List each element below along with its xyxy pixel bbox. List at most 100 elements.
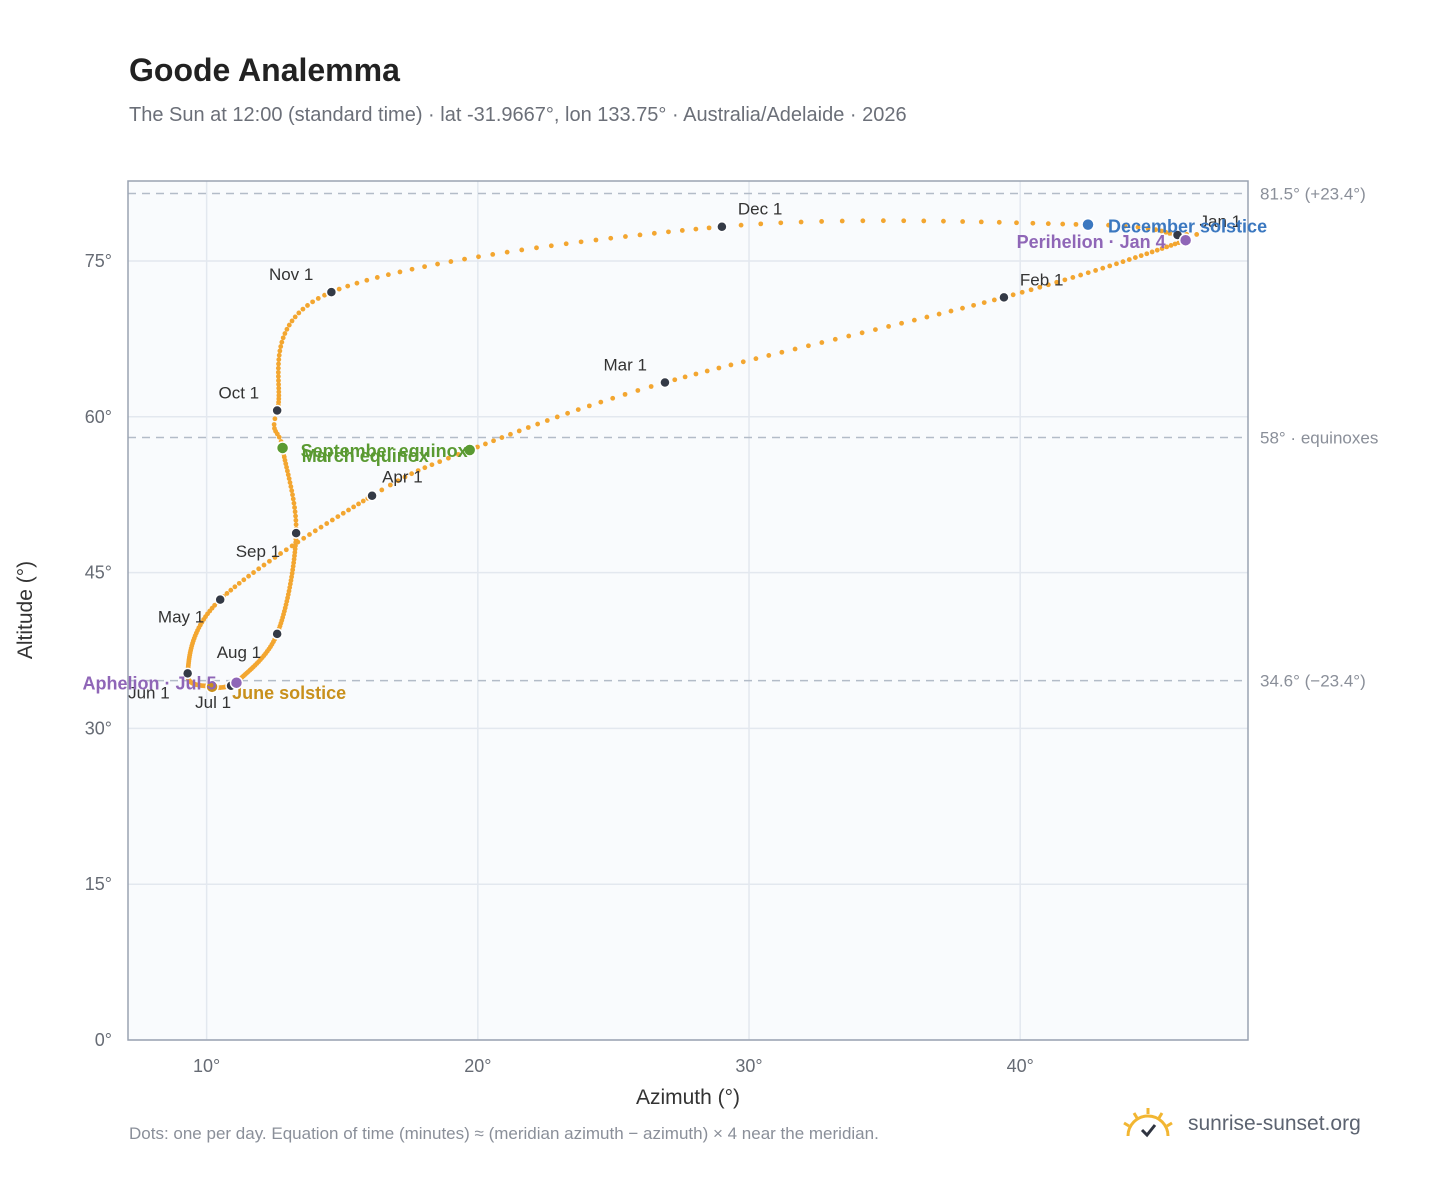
day-dot	[395, 478, 401, 484]
day-dot	[290, 492, 295, 498]
day-dot	[312, 528, 318, 534]
day-dot	[1045, 282, 1051, 288]
day-dot	[899, 320, 904, 326]
day-dot	[1135, 224, 1141, 230]
day-dot	[289, 318, 295, 324]
y-tick-label: 45°	[85, 563, 112, 583]
y-tick-label: 15°	[85, 874, 112, 894]
day-dot	[996, 219, 1002, 225]
plot-frame	[127, 180, 1249, 1041]
day-dot	[351, 504, 357, 510]
day-dot	[1073, 221, 1079, 227]
day-dot	[548, 243, 554, 249]
day-dot	[290, 563, 296, 569]
day-dot	[1014, 220, 1019, 226]
day-dot	[586, 403, 592, 409]
day-dot	[267, 558, 272, 564]
day-dot	[1159, 228, 1164, 234]
event-label: Aphelion · Jul 5	[82, 674, 216, 694]
day-dot	[429, 462, 435, 468]
day-dot	[276, 357, 282, 363]
day-dot	[224, 591, 230, 596]
day-dot	[753, 356, 759, 362]
day-dot	[1060, 221, 1066, 227]
day-dot	[340, 510, 346, 516]
day-dot	[287, 480, 293, 485]
day-dot	[236, 580, 242, 586]
day-dot	[798, 219, 804, 225]
day-dot	[275, 365, 281, 371]
day-dot	[873, 327, 878, 332]
day-dot	[385, 272, 391, 278]
day-dot	[608, 235, 614, 241]
day-dot	[960, 219, 966, 224]
month-marker	[716, 220, 728, 233]
day-dot	[256, 566, 262, 572]
month-marker	[659, 376, 671, 389]
day-dot	[462, 256, 467, 262]
day-dot	[276, 396, 282, 402]
day-dot	[575, 407, 581, 413]
x-tick-label: 20°	[464, 1056, 491, 1076]
day-dot	[290, 496, 296, 502]
day-dot	[563, 241, 569, 247]
day-dot	[1085, 270, 1091, 276]
brand[interactable]: sunrise-sunset.org	[1120, 1104, 1361, 1144]
month-label: Oct 1	[219, 384, 260, 403]
day-dot	[921, 218, 927, 224]
day-dot	[276, 352, 282, 358]
plot-area	[128, 181, 1248, 1040]
day-dot	[623, 234, 628, 239]
day-dot	[310, 299, 316, 305]
month-marker	[366, 489, 378, 502]
day-dot	[508, 431, 513, 437]
day-dot	[525, 425, 531, 430]
day-dot	[336, 286, 342, 292]
day-dot	[693, 371, 699, 377]
day-dot	[280, 335, 286, 341]
day-dot	[246, 573, 251, 579]
day-dot	[832, 336, 838, 342]
day-dot	[960, 305, 965, 311]
day-dot	[284, 326, 290, 332]
day-dot	[554, 414, 560, 420]
day-dot	[1144, 251, 1150, 257]
x-tick-label: 40°	[1007, 1056, 1034, 1076]
day-dot	[475, 444, 480, 450]
month-label: Jul 1	[195, 693, 231, 712]
day-dot	[324, 521, 330, 526]
day-dot	[278, 551, 283, 556]
day-dot	[792, 346, 798, 352]
day-dot	[354, 280, 360, 286]
day-dot	[1070, 275, 1076, 280]
day-dot	[860, 218, 866, 224]
day-dot	[948, 308, 954, 314]
day-dot	[490, 252, 496, 257]
day-dot	[275, 374, 281, 379]
day-dot	[346, 507, 351, 513]
day-dot	[1037, 284, 1043, 290]
y-tick-label: 30°	[85, 718, 112, 738]
day-dot	[544, 418, 550, 423]
day-dot	[499, 435, 505, 440]
day-dot	[779, 349, 785, 355]
event-label: Perihelion · Jan 4	[1017, 232, 1166, 252]
day-dot	[924, 314, 930, 320]
day-dot	[758, 221, 764, 227]
day-dot	[301, 535, 307, 541]
day-dot	[276, 389, 282, 395]
day-dot	[672, 377, 678, 383]
event-label: December solstice	[1108, 217, 1267, 237]
day-dot	[637, 232, 643, 238]
day-dot	[1054, 279, 1060, 285]
day-dot	[288, 578, 294, 583]
day-dot	[1168, 242, 1174, 248]
footnote: Dots: one per day. Equation of time (min…	[129, 1124, 879, 1143]
day-dot	[277, 348, 283, 354]
day-dot	[1153, 227, 1159, 233]
day-dot	[991, 297, 997, 303]
day-dot	[1107, 263, 1113, 269]
day-dot	[1164, 244, 1170, 250]
day-dot	[704, 368, 710, 374]
